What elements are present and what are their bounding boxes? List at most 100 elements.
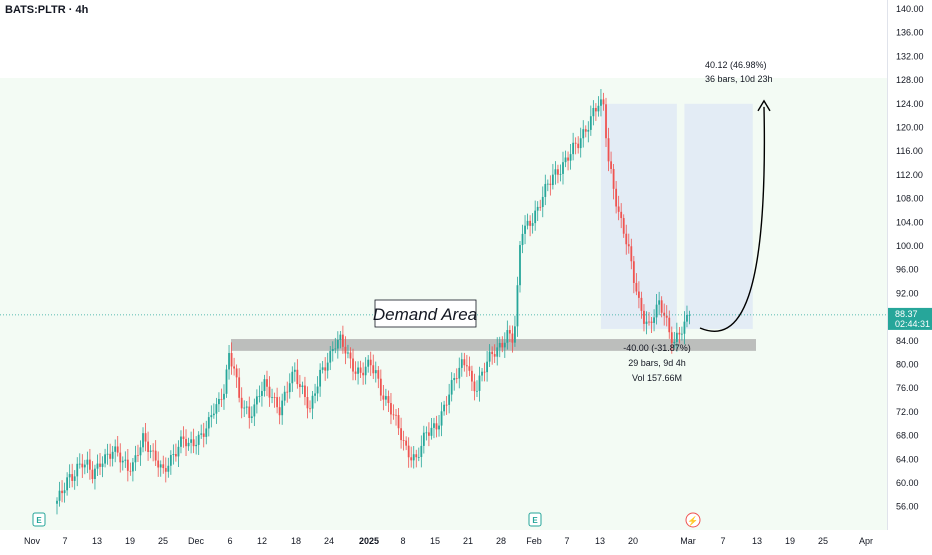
time-tick-label: Apr [859,536,873,546]
candle-body [296,369,299,385]
candle-body [602,99,605,105]
candle-body [147,441,149,452]
candle-body [534,210,537,224]
time-tick-label: 25 [158,536,168,546]
price-tick-label: 108.00 [896,194,924,204]
candle-body [329,351,332,363]
candle-body [448,394,451,405]
current-price-value: 88.37 [895,309,918,319]
candle-body [369,359,372,366]
time-tick-label: 19 [785,536,795,546]
time-tick-label: 28 [496,536,506,546]
candle-body [326,362,329,371]
candle-body [665,315,668,318]
time-tick-label: Dec [188,536,205,546]
candle-body [288,383,291,393]
candle-body [144,433,147,442]
candle-body [382,395,385,400]
candle-body [61,490,63,494]
candle-body [336,339,339,349]
candle-body [379,378,382,396]
candle-body [175,454,177,457]
candle-body [529,220,532,226]
candle-body [630,246,633,262]
candle-body [564,157,567,163]
candle-body [78,463,81,465]
candle-body [524,225,526,234]
dividend-flash-icon: ⚡ [687,515,698,527]
candle-body [430,427,433,436]
candle-body [483,371,486,373]
candle-body [438,425,440,430]
candle-body [129,470,132,472]
candle-body [506,330,509,343]
candle-body [316,386,319,394]
candle-body [220,398,223,400]
candle-body [334,348,337,350]
candle-body [607,138,610,162]
time-tick-label: 13 [595,536,605,546]
candle-body [142,433,144,448]
candle-body [638,291,640,298]
candle-body [478,375,481,391]
candle-body [688,314,691,316]
price-tick-label: 100.00 [896,241,924,251]
candle-body [643,310,645,324]
candle-body [546,183,549,185]
candle-body [225,369,228,394]
candle-body [205,428,208,437]
symbol-label: BATS:PLTR · 4h [5,4,89,16]
candle-body [425,432,428,434]
candle-body [71,474,74,481]
price-tick-label: 84.00 [896,336,919,346]
projection-arrow-head [757,99,771,112]
drop-measure-change: -40.00 (-31.87%) [623,343,691,353]
candle-body [233,366,235,369]
time-tick-label: 13 [92,536,102,546]
candle-body [412,454,415,461]
earnings-icon [528,512,542,527]
candle-body [154,450,157,461]
candle-body [321,367,324,370]
candle-body [352,358,354,372]
candle-body [653,317,655,323]
candle-body [162,464,165,469]
candle-body [455,378,458,379]
candle-body [658,300,661,305]
candle-body [309,408,311,410]
candle-body [678,332,681,335]
candle-body [210,415,213,418]
candle-body [190,439,192,443]
candle-body [498,342,501,348]
candle-body [415,454,418,458]
candle-body [182,436,185,439]
candle-body [228,353,230,370]
candle-body [600,99,602,106]
candle-body [660,300,663,313]
time-tick-label: Mar [680,536,696,546]
candle-body [648,321,650,323]
candle-body [319,369,322,387]
candle-body [106,453,109,455]
price-tick-label: 68.00 [896,431,919,441]
candle-body [159,464,162,468]
candle-body [58,490,61,501]
price-tick-label: 120.00 [896,123,924,133]
candle-body [496,347,499,357]
candle-body [215,404,218,414]
candle-body [180,436,182,447]
candle-body [620,211,623,219]
candle-body [230,353,233,367]
candle-body [83,464,86,468]
rise-measure-bars: 36 bars, 10d 23h [705,74,773,84]
current-price-countdown: 02:44:31 [895,319,930,329]
candle-body [405,440,408,446]
candle-body [562,162,564,174]
candle-body [364,366,367,376]
candle-body [463,359,466,366]
candle-body [91,469,94,480]
price-tick-label: 92.00 [896,288,919,298]
price-tick-label: 128.00 [896,75,924,85]
